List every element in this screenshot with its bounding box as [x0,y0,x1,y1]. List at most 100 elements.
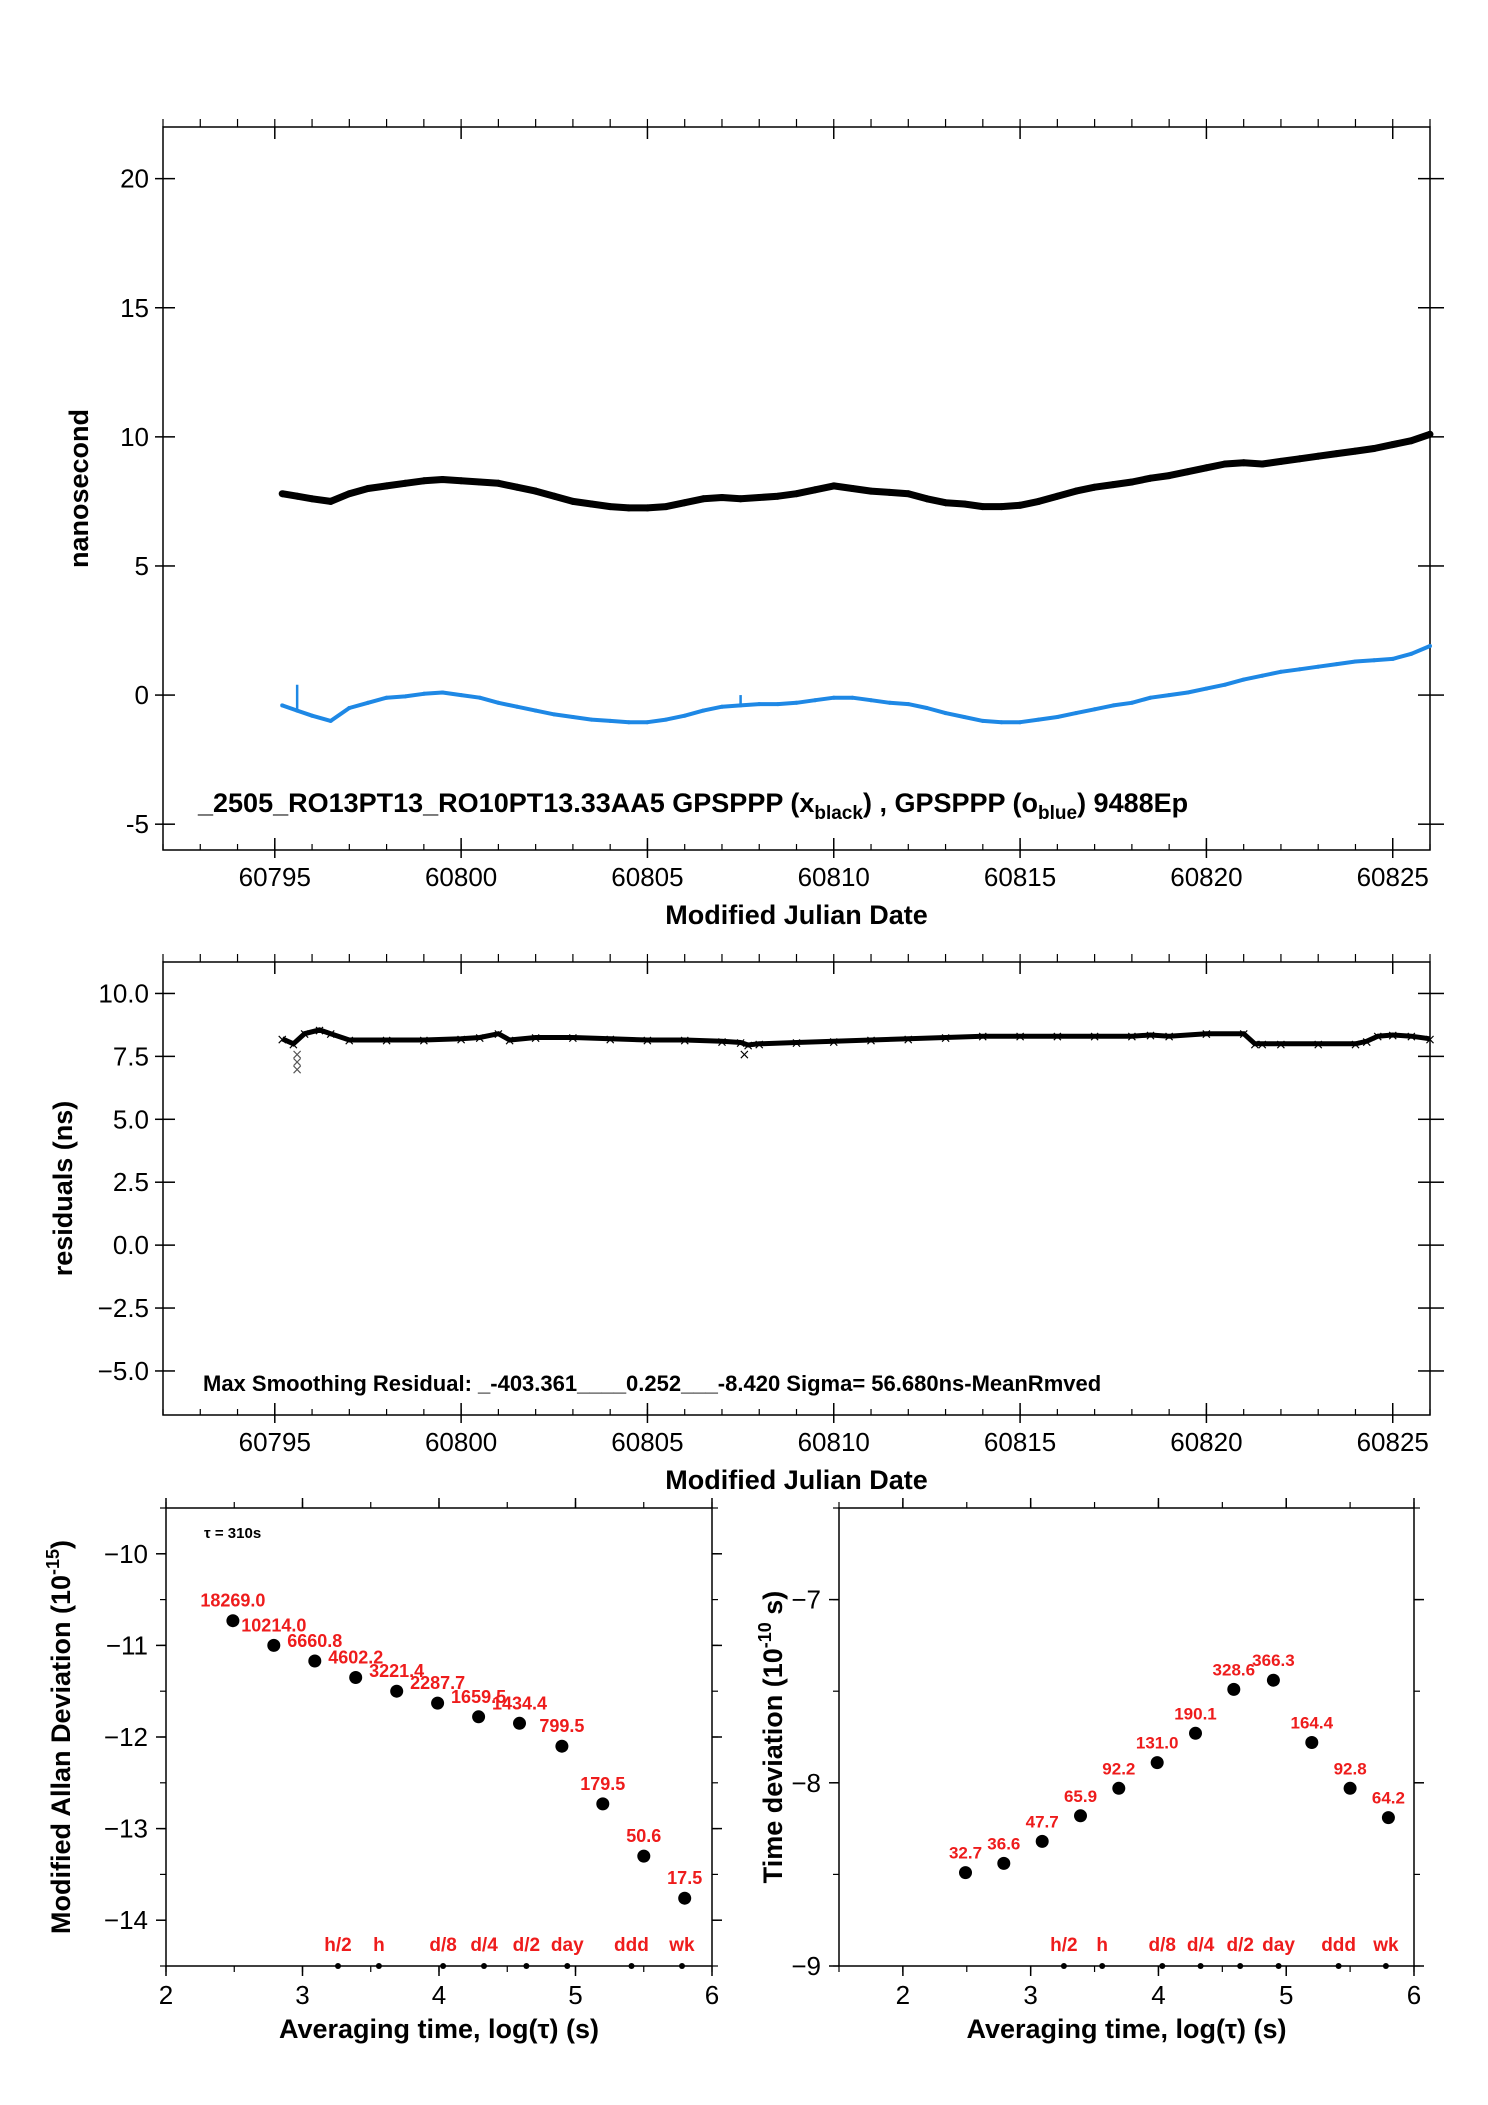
mid-residual-point: × [642,1033,654,1049]
top-black-point [308,495,316,503]
top-y-tick-label: 5 [135,551,149,581]
mdev-interval-marker [335,1963,341,1969]
mid-x-tick-label: 60800 [425,1427,497,1457]
mid-residual-point: × [753,1037,765,1053]
top-black-point [1053,492,1061,500]
tdev-x-tick-label: 5 [1279,1980,1293,2010]
top-black-point [1128,478,1136,486]
top-black-point [293,492,301,500]
mdev-x-tick-label: 2 [159,1980,173,2010]
tdev-point-label: 366.3 [1252,1651,1295,1670]
mid-residual-point: × [604,1032,616,1048]
top-blue-point [328,718,333,723]
mid-residual-point: × [343,1033,355,1049]
mid-x-tick-label: 60820 [1170,1427,1242,1457]
top-black-point [550,492,558,500]
mdev-y-tick-label: −13 [104,1814,148,1844]
tdev-interval-marker [1197,1963,1204,1969]
mid-residual-point: × [1424,1032,1436,1048]
top-blue-point [1018,720,1023,725]
top-x-tick-label: 60815 [984,862,1056,892]
top-annotation-part-suffix: ) 9488Ep [1077,788,1188,818]
top-x-tick-label: 60805 [611,862,683,892]
tdev-y-axis-title-ylabel_suffix: s) [758,1591,788,1623]
top-black-point [383,482,391,490]
tdev-interval-label: h/2 [1050,1935,1077,1956]
top-black-point [1221,460,1229,468]
tdev-point-label: 92.2 [1102,1759,1135,1778]
top-black-point [662,503,670,511]
top-black-point [1184,468,1192,476]
mid-residual-line [281,1027,1431,1048]
mdev-x-tick-label: 5 [568,1980,582,2010]
top-black-point [1370,445,1378,452]
mid-x-tick-label: 60810 [798,1427,870,1457]
mid-y-tick-label: 7.5 [113,1041,149,1071]
mid-x-tick-label: 60825 [1357,1427,1429,1457]
tdev-point-label: 65.9 [1064,1787,1097,1806]
top-blue-point [869,698,873,703]
top-black-point [774,492,782,500]
top-blue-point [720,704,724,709]
top-black-point [1314,452,1322,460]
mid-residual-point: × [474,1031,486,1047]
tdev-data-point [1227,1682,1241,1696]
mid-residual-outlier: × [291,1047,303,1063]
mid-residual-point: × [1089,1029,1101,1045]
top-black-point [681,499,689,507]
mid-residual-point: × [381,1033,393,1049]
mdev-tau-note: τ = 310s [204,1525,261,1542]
mdev-y-axis-title: Modified Allan Deviation (10-15) [43,1540,76,1934]
top-black-point [439,476,446,483]
top-blue-point [850,695,855,700]
mid-residual-point: × [455,1032,467,1048]
top-blue-point [757,702,762,707]
top-y-tick-label: -5 [126,809,149,839]
top-blue-point [347,706,352,710]
mdev-data-point [596,1797,610,1811]
mdev-data-point [555,1739,569,1753]
top-blue-point [701,708,706,713]
top-blue-point [1167,693,1172,698]
mid-residual-point: × [716,1034,728,1050]
mdev-data-point [267,1638,281,1652]
mdev-point-label: 17.5 [667,1868,702,1888]
top-black-point [588,500,595,508]
tdev-y-tick-label: −9 [791,1951,821,1981]
tdev-interval-marker [1159,1963,1166,1969]
tdev-point-label: 131.0 [1136,1734,1179,1753]
top-black-point [1352,447,1359,455]
top-blue-point [664,717,669,722]
tdev-point-label: 328.6 [1213,1660,1256,1679]
top-blue-point [1148,695,1153,700]
tdev-data-point [1035,1834,1049,1848]
top-blue-point [924,706,929,710]
mdev-interval-label: day [551,1935,584,1956]
mid-residual-point: × [791,1036,803,1052]
top-blue-point [1372,658,1377,663]
mid-residual-point: × [504,1033,516,1049]
top-black-point [457,477,465,485]
tdev-interval-label: day [1262,1935,1295,1956]
mid-residual-point: × [325,1027,337,1043]
mid-residual-point: × [1361,1034,1373,1050]
mdev-point-label: 2287.7 [410,1673,465,1693]
top-black-point [1277,457,1285,465]
top-black-point [755,494,763,501]
top-blue-point [608,718,613,723]
tdev-y-axis-title: Time deviation (10-10 s) [755,1591,788,1884]
tdev-data-point [1305,1736,1319,1749]
mdev-y-tick-label: −10 [104,1539,148,1569]
top-x-tick-label: 60820 [1170,862,1242,892]
top-blue-point [980,718,985,723]
mdev-interval-marker [564,1963,571,1969]
top-black-point [1091,483,1099,491]
top-blue-point [440,690,445,695]
top-black-point [942,499,950,507]
mid-residual-point: × [977,1029,989,1045]
top-blue-point [421,691,426,696]
top-blue-point [831,695,836,700]
top-black-point [699,495,707,503]
mid-x-axis-title: Modified Julian Date [665,1465,928,1495]
mdev-interval-label: wk [668,1935,695,1956]
